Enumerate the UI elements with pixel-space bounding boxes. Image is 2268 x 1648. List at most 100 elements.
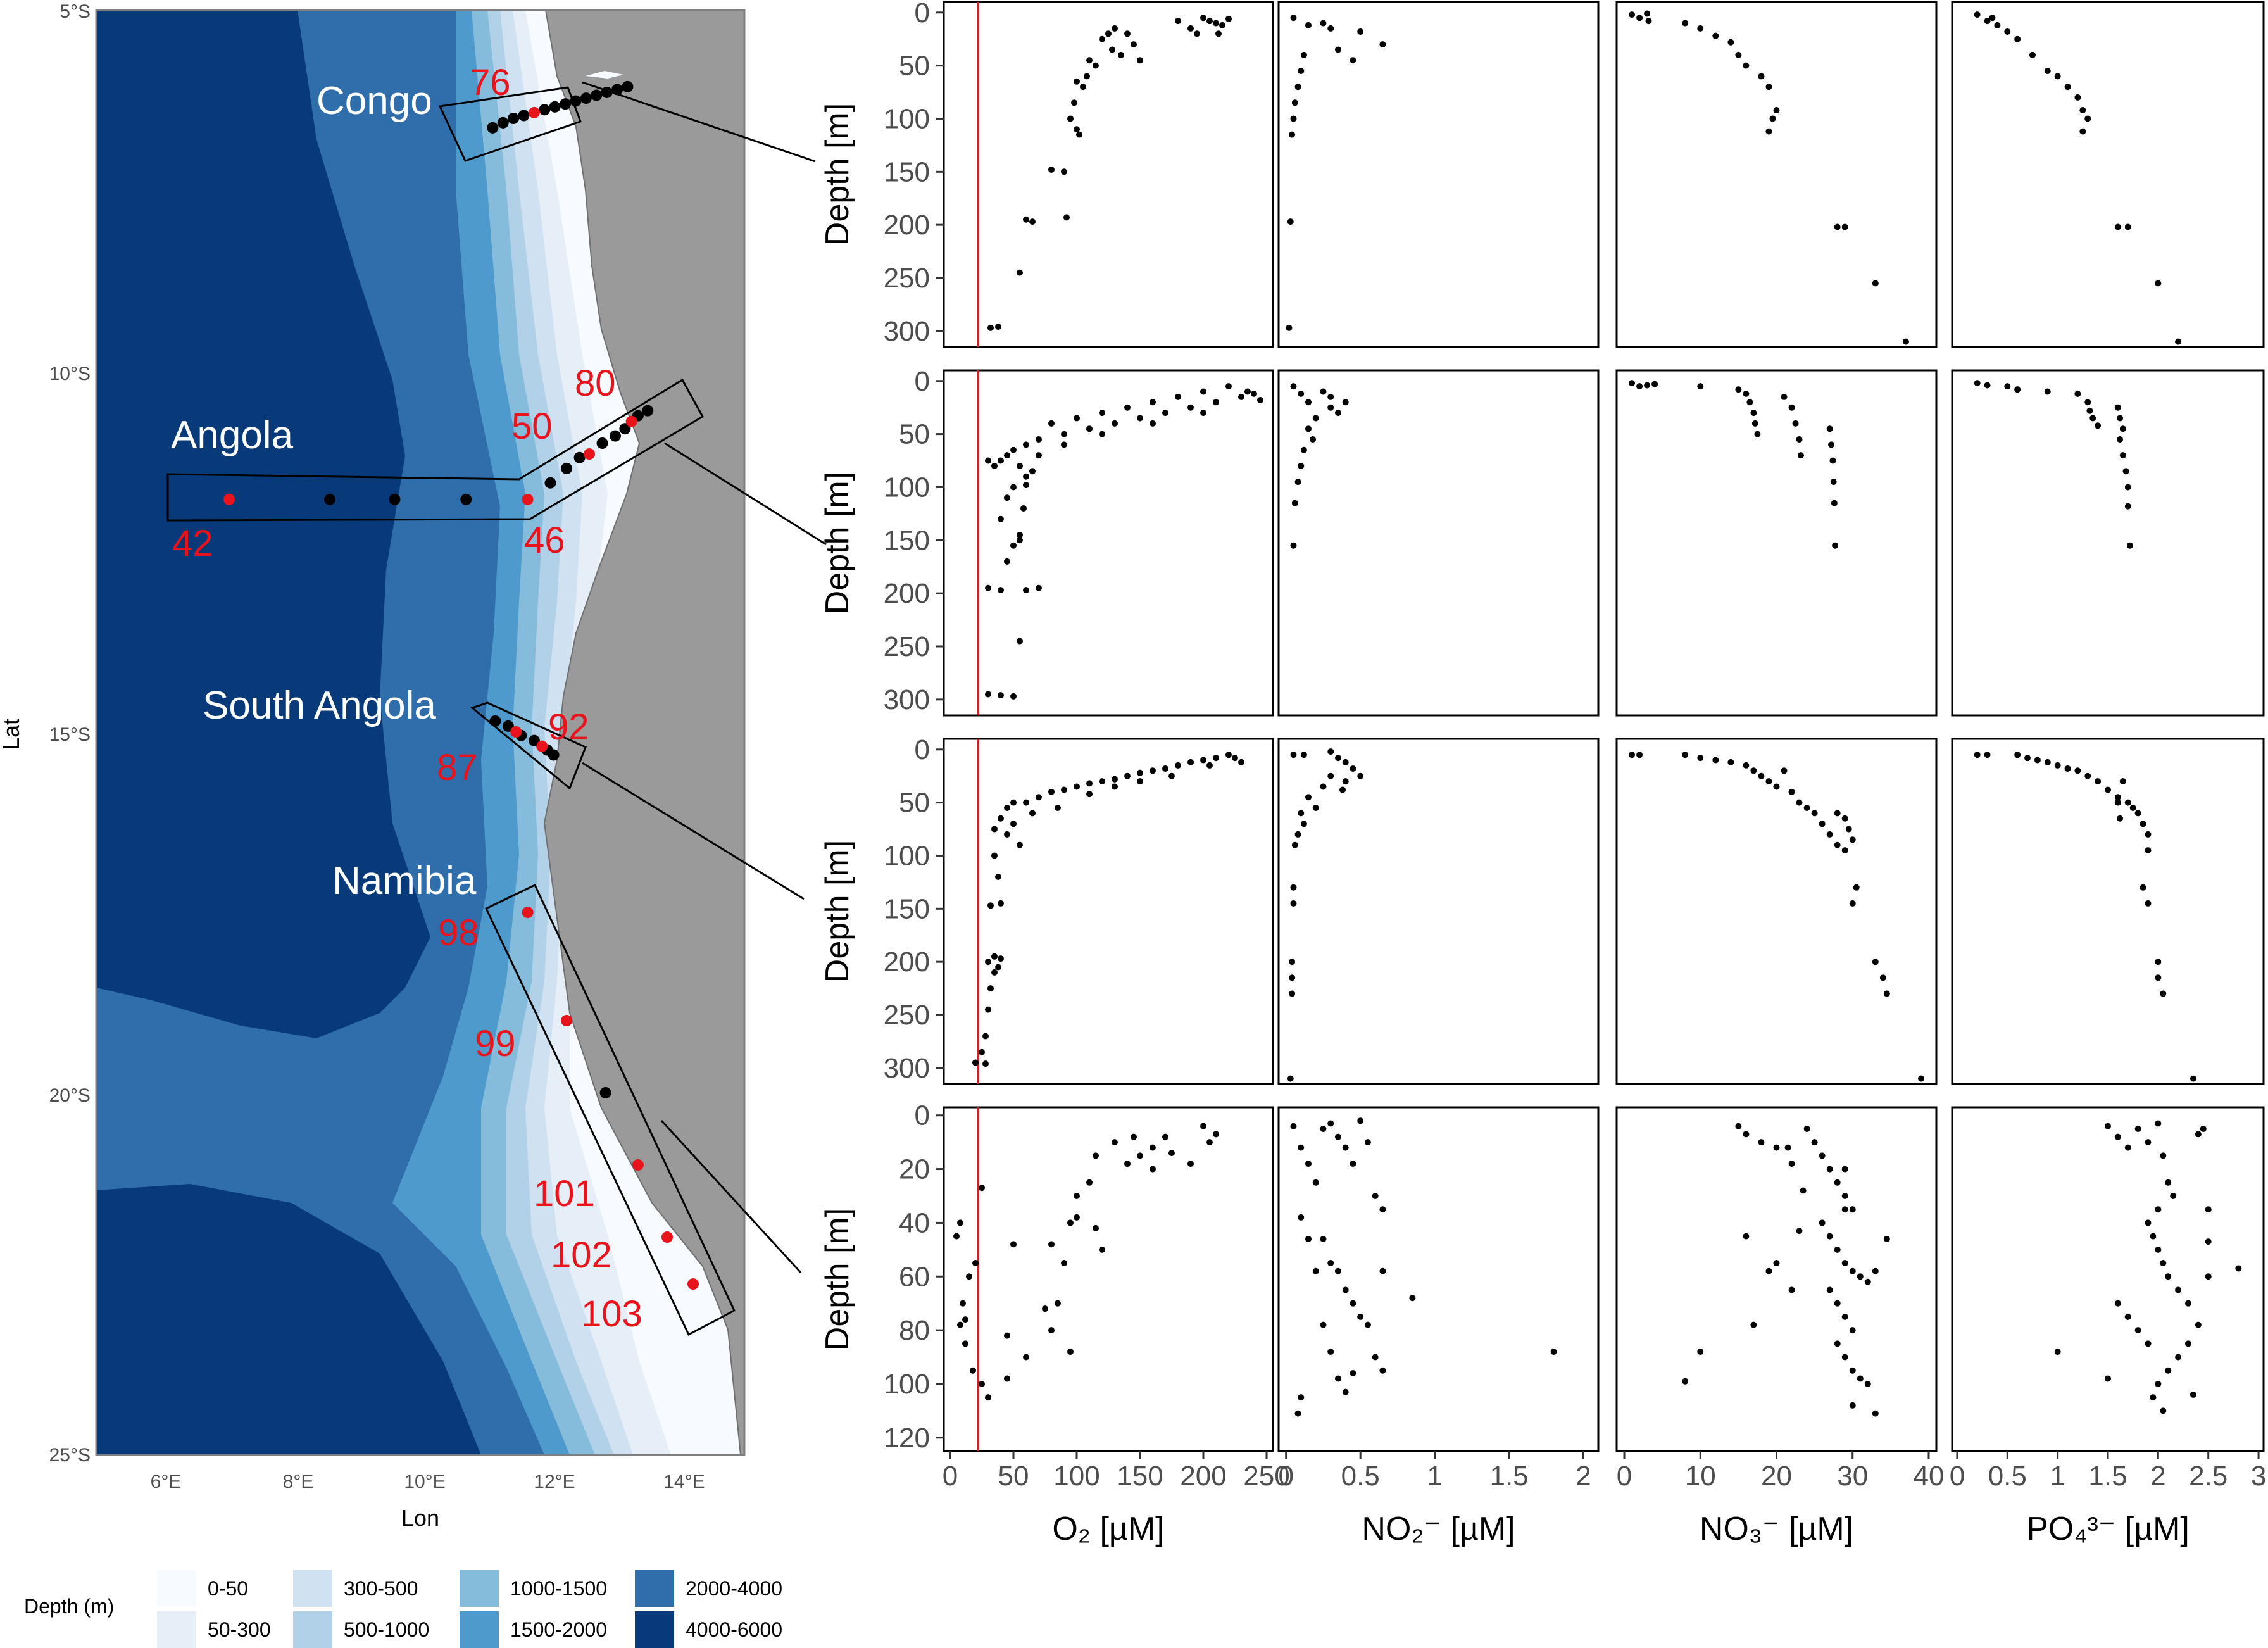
data-point	[1849, 1402, 1856, 1409]
panel-frame	[1277, 1, 1600, 348]
data-point	[1320, 783, 1327, 790]
station-dot-labeled-namibia	[522, 907, 534, 918]
data-point	[1294, 1410, 1301, 1417]
connector-south-angola	[582, 762, 805, 900]
data-point	[1857, 1375, 1864, 1382]
y-axis-title: Depth [m]	[819, 1208, 856, 1350]
angola-box	[166, 378, 705, 522]
data-point	[2124, 503, 2131, 510]
data-point	[1372, 1192, 1379, 1199]
data-point	[1645, 18, 1652, 25]
data-point	[1286, 324, 1293, 331]
x-tick-label: 1.5	[2088, 1461, 2127, 1492]
data-point	[2105, 786, 2111, 793]
data-point	[1131, 41, 1137, 48]
data-point	[1099, 410, 1105, 417]
data-point	[998, 955, 1004, 962]
station-dot-congo	[518, 110, 530, 122]
data-point	[1312, 805, 1319, 811]
data-point	[2054, 73, 2061, 80]
data-point	[2129, 805, 2136, 811]
data-point	[1187, 1161, 1194, 1167]
data-point	[2170, 1192, 2177, 1199]
x-axis-title: O₂ [µM]	[1052, 1511, 1164, 1547]
legend-swatch	[460, 1570, 499, 1607]
data-point	[1238, 393, 1244, 400]
data-point	[2054, 762, 2061, 769]
x-tick-label: 250	[1243, 1461, 1289, 1492]
data-point	[1327, 1349, 1334, 1356]
lon-tick-label: 10°E	[404, 1471, 445, 1492]
data-point	[1023, 216, 1029, 223]
station-label-76: 76	[470, 62, 511, 103]
station-label-50: 50	[511, 406, 553, 447]
data-point	[2150, 1233, 2157, 1240]
data-point	[1238, 758, 1244, 765]
data-point	[2119, 425, 2126, 432]
x-tick-label: 10	[1685, 1461, 1716, 1492]
data-point	[2095, 778, 2102, 785]
data-point	[1339, 786, 1346, 793]
data-point	[1342, 1286, 1349, 1293]
data-point	[2124, 799, 2131, 806]
profile-panel-r3-c1	[1277, 1106, 1600, 1452]
data-point	[1055, 805, 1061, 811]
data-point	[1841, 1192, 1848, 1199]
data-point	[1289, 974, 1296, 981]
data-point	[1629, 752, 1636, 758]
data-point	[1213, 20, 1219, 27]
data-point	[1872, 280, 1879, 287]
data-point	[1168, 772, 1175, 779]
data-point	[1187, 758, 1194, 765]
station-dot-labeled-namibia	[661, 1231, 673, 1243]
data-point	[2014, 35, 2021, 42]
x-axis-title: PO₄³⁻ [µM]	[2026, 1511, 2190, 1547]
data-point	[2114, 799, 2121, 806]
data-point	[1206, 1139, 1213, 1146]
data-point	[2145, 1340, 2152, 1347]
depth-legend: Depth (m) 0-50 50-300 300-500 500-1000 1000-…	[24, 1570, 782, 1648]
data-point	[1112, 1139, 1118, 1146]
data-point	[1010, 446, 1017, 453]
data-point	[2064, 84, 2071, 91]
data-point	[1769, 115, 1776, 122]
panel-frame	[1615, 1, 1938, 348]
data-point	[1017, 841, 1023, 848]
data-point	[1364, 1321, 1371, 1328]
profile-panel-r1-c2	[1615, 369, 1938, 717]
data-point	[1213, 755, 1219, 762]
data-point	[1819, 1219, 1826, 1226]
data-point	[1334, 46, 1341, 53]
legend-label: 500-1000	[344, 1618, 429, 1641]
y-tick-label: 50	[899, 788, 930, 819]
y-tick-label: 200	[884, 210, 930, 241]
data-point	[1298, 1214, 1305, 1221]
data-point	[1781, 393, 1788, 400]
data-point	[2074, 767, 2081, 774]
data-point	[2155, 1246, 2162, 1253]
data-point	[1974, 380, 1981, 387]
data-point	[1712, 32, 1719, 39]
x-tick-label: 2.5	[2189, 1461, 2227, 1492]
data-point	[1334, 1375, 1341, 1382]
data-point	[1883, 990, 1890, 997]
data-point	[2145, 1219, 2152, 1226]
data-point	[1800, 1187, 1807, 1194]
data-point	[1758, 1139, 1765, 1146]
data-point	[1727, 758, 1734, 765]
data-point	[1305, 1235, 1312, 1242]
data-point	[1834, 841, 1841, 848]
data-point	[1379, 1267, 1386, 1274]
data-point	[953, 1233, 960, 1240]
data-point	[1004, 805, 1010, 811]
data-point	[1137, 1152, 1143, 1159]
data-point	[2122, 468, 2129, 475]
data-point	[1215, 30, 1222, 37]
y-tick-label: 100	[884, 472, 930, 503]
lat-tick-label: 25°S	[49, 1445, 91, 1466]
data-point	[1727, 39, 1734, 46]
x-tick-label: 1	[2050, 1461, 2065, 1492]
data-point	[1137, 769, 1143, 776]
data-point	[1048, 166, 1055, 173]
data-point	[1651, 381, 1658, 387]
